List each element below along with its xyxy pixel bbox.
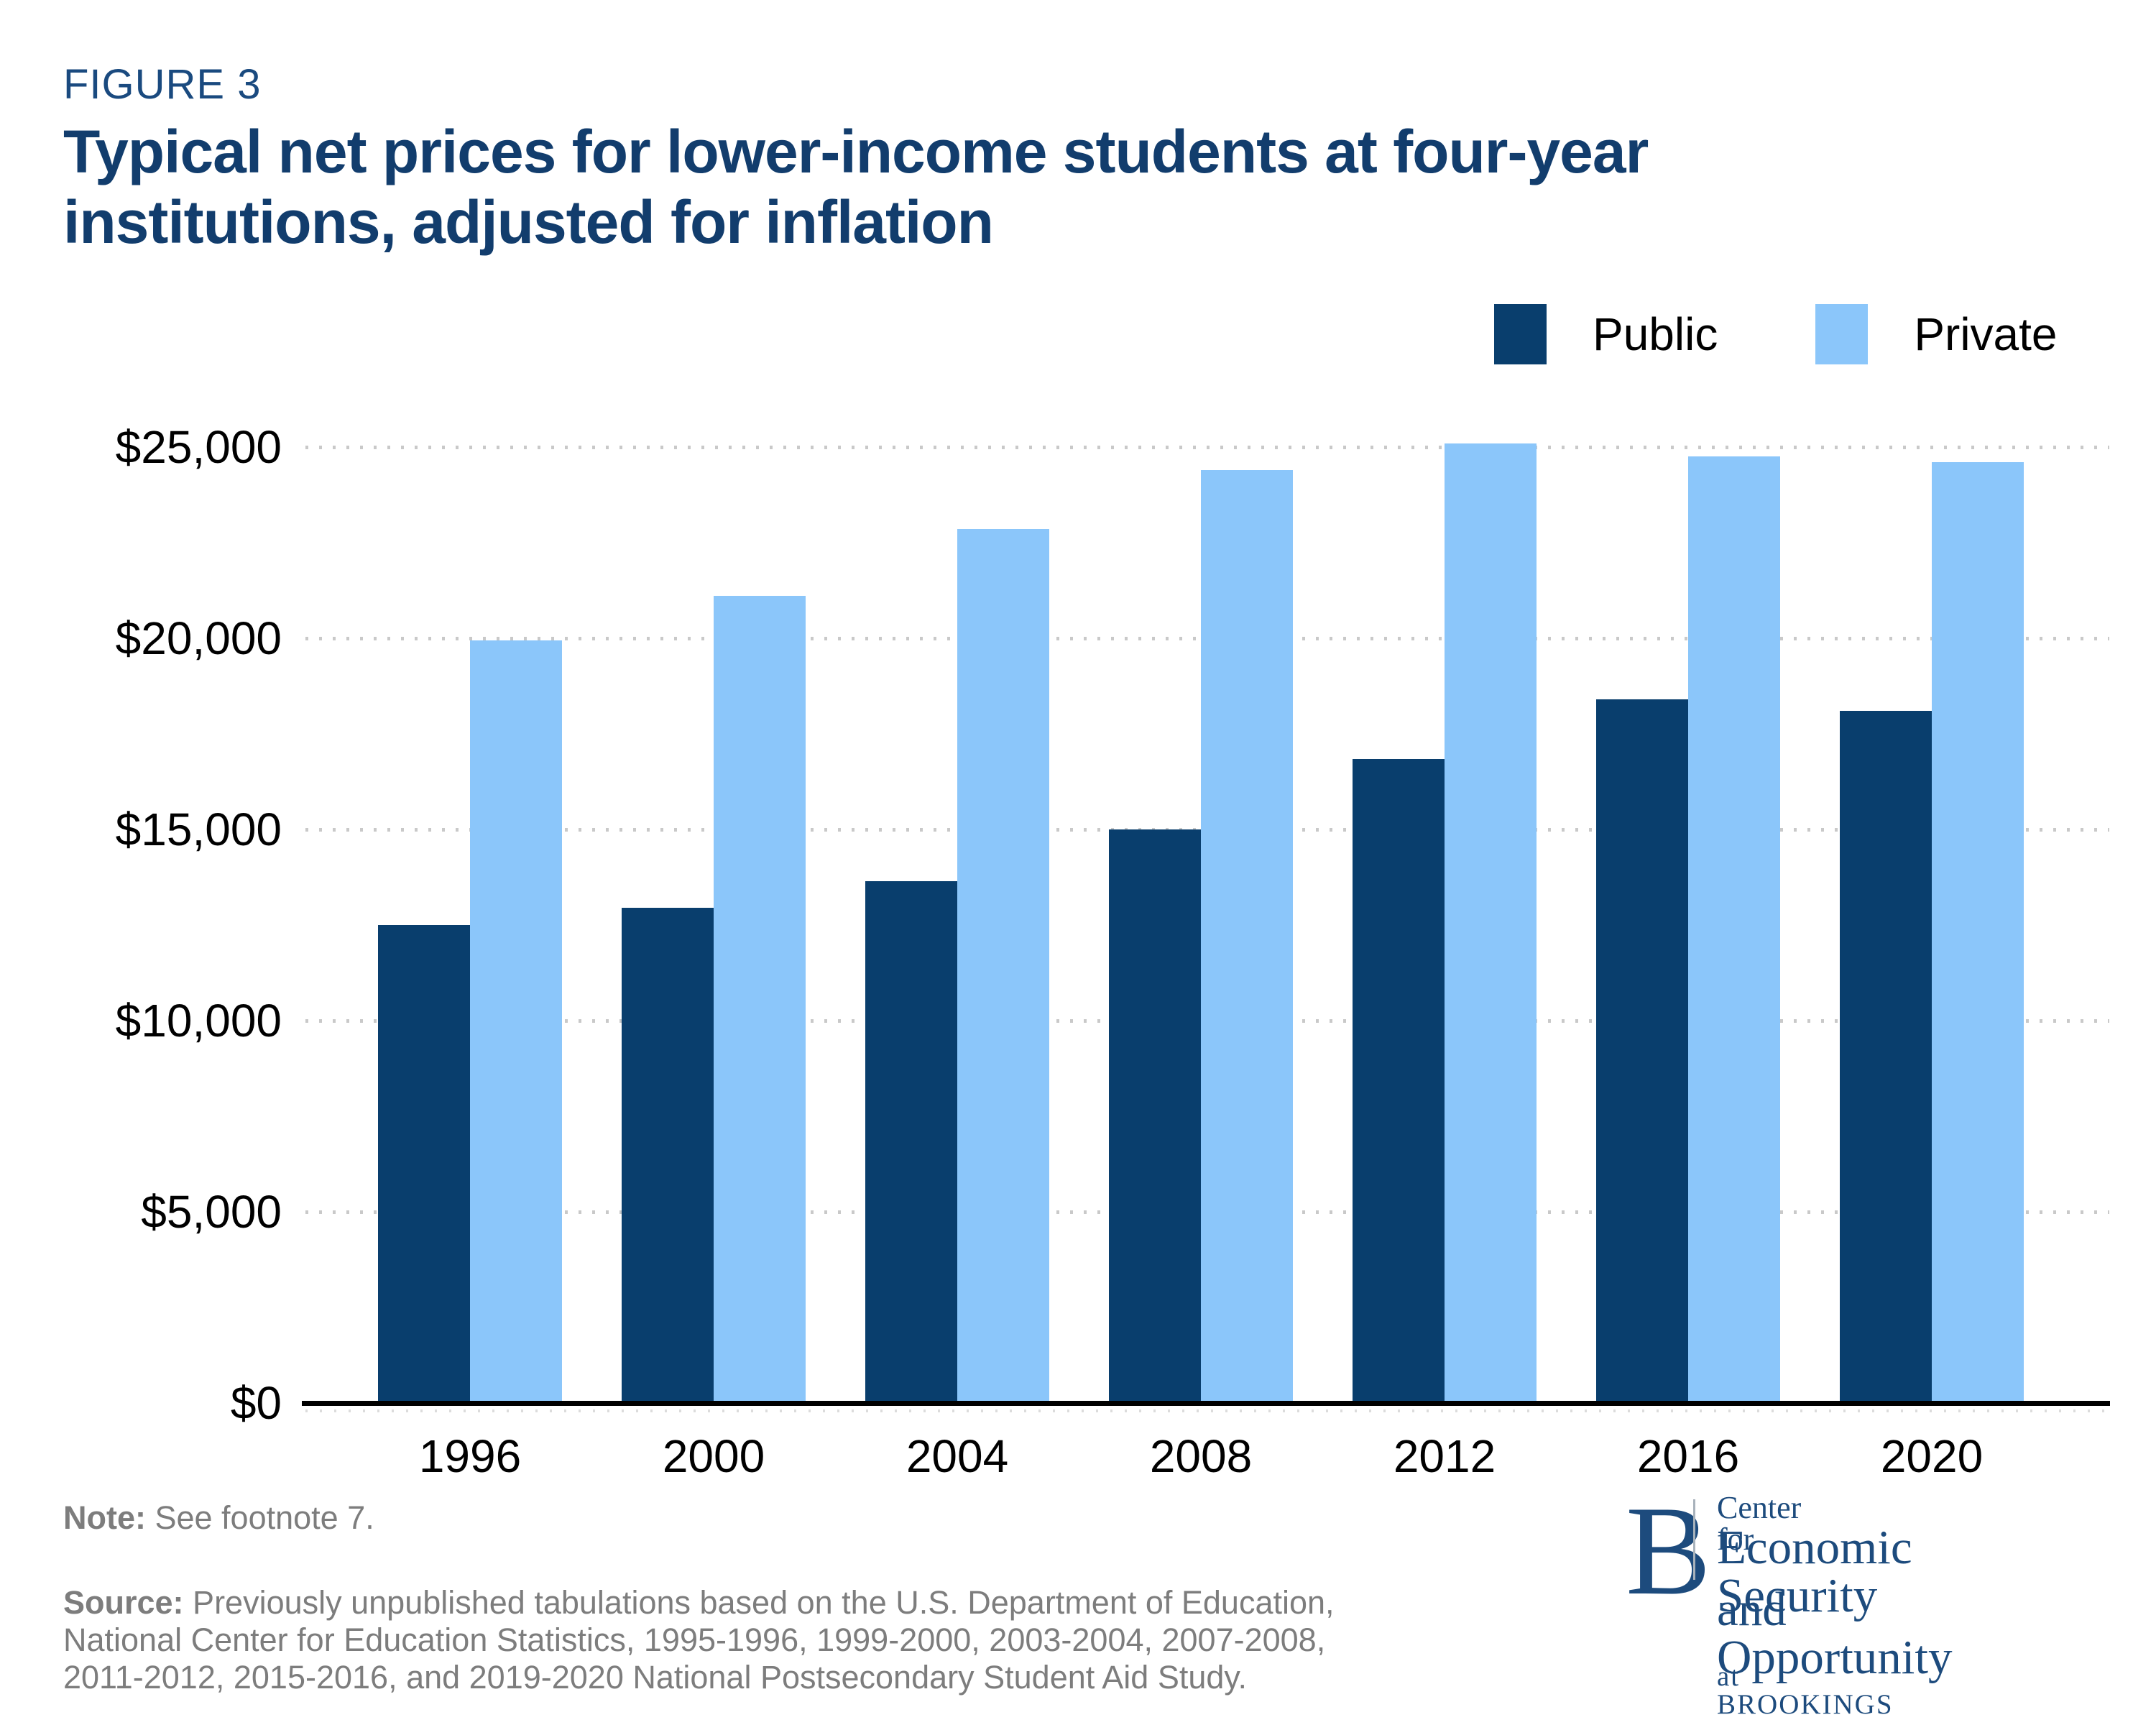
- bar-public-2020: [1840, 711, 1932, 1403]
- note-label: Note:: [63, 1499, 146, 1536]
- y-axis-label-0: $0: [230, 1377, 282, 1429]
- logo-line-economic-security: Economic Security: [1717, 1521, 1912, 1622]
- logo-divider: [1693, 1499, 1695, 1580]
- legend-label: Private: [1914, 308, 2058, 360]
- source-label: Source:: [63, 1584, 184, 1621]
- legend-swatch-public: [1494, 304, 1547, 364]
- logo-line-center-for: Center for: [1717, 1490, 1802, 1557]
- legend-label: Public: [1593, 308, 1718, 360]
- bar-public-1996: [378, 925, 470, 1403]
- y-axis-label-15000: $15,000: [115, 804, 282, 855]
- bar-public-2004: [865, 880, 957, 1403]
- y-axis-label-10000: $10,000: [115, 995, 282, 1046]
- legend-item-private: Private: [1815, 304, 2058, 364]
- x-axis-label-2000: 2000: [662, 1430, 765, 1482]
- brookings-b-icon: B: [1626, 1479, 1711, 1622]
- page-title: Typical net prices for lower-income stud…: [63, 118, 1649, 256]
- bar-private-2012: [1445, 443, 1537, 1403]
- bar-private-2020: [1932, 462, 2024, 1403]
- y-axis-label-5000: $5,000: [141, 1186, 282, 1238]
- legend-item-public: Public: [1494, 304, 1718, 364]
- x-axis-label-2004: 2004: [906, 1430, 1009, 1482]
- logo-line-and-opportunity: and Opportunity: [1717, 1583, 1953, 1684]
- bar-private-1996: [470, 640, 562, 1403]
- bar-private-2000: [714, 596, 806, 1403]
- y-axis-label-25000: $25,000: [115, 421, 282, 473]
- figure-label: FIGURE 3: [63, 61, 262, 108]
- x-axis-label-2008: 2008: [1149, 1430, 1253, 1482]
- bar-public-2016: [1596, 699, 1688, 1403]
- bar-public-2008: [1109, 829, 1201, 1403]
- bar-private-2004: [957, 529, 1049, 1403]
- chart-legend: Public Private: [1494, 304, 2058, 364]
- gridline-25000: [305, 446, 2109, 449]
- bar-private-2016: [1688, 456, 1780, 1403]
- note-text: Note: See footnote 7.: [63, 1499, 374, 1536]
- brookings-ceso-logo: B Center for Economic Security and Oppor…: [1626, 1486, 2129, 1719]
- legend-swatch-private: [1815, 304, 1869, 364]
- source-text: Source: Previously unpublished tabulatio…: [63, 1584, 1335, 1696]
- x-axis-label-2020: 2020: [1880, 1430, 1984, 1482]
- x-axis-label-1996: 1996: [418, 1430, 522, 1482]
- bar-private-2008: [1201, 469, 1293, 1403]
- x-axis-label-2016: 2016: [1636, 1430, 1740, 1482]
- bar-public-2012: [1353, 758, 1445, 1403]
- axis-minor-ticks: [305, 1409, 2109, 1412]
- y-axis-label-20000: $20,000: [115, 612, 282, 664]
- x-axis-label-2012: 2012: [1393, 1430, 1496, 1482]
- x-axis-line: [302, 1401, 2110, 1406]
- bar-public-2000: [622, 908, 714, 1403]
- logo-line-at-brookings: at BROOKINGS: [1717, 1661, 1894, 1720]
